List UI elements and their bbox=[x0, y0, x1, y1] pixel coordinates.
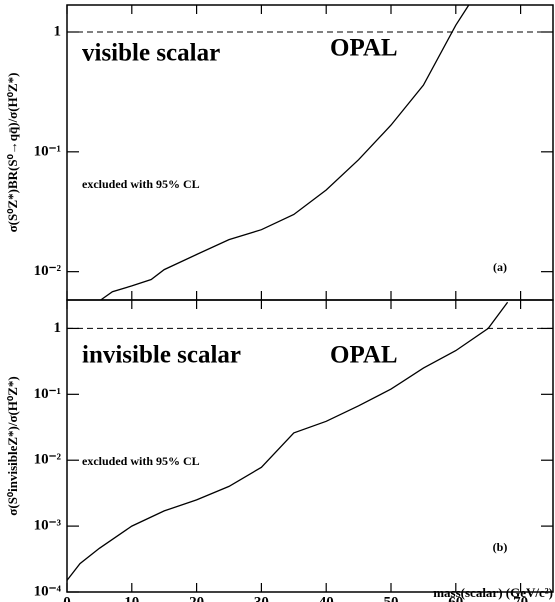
y-axis-label: σ(S⁰Z*)BR(S⁰→qq̄)/σ(H⁰Z*) bbox=[5, 73, 20, 233]
x-tick-label: 0 bbox=[63, 594, 71, 602]
annotation: excluded with 95% CL bbox=[82, 177, 200, 191]
curve bbox=[100, 4, 470, 301]
annotation: (a) bbox=[493, 260, 507, 274]
y-axis-label: σ(S⁰invisibleZ*)/σ(H⁰Z*) bbox=[5, 376, 20, 515]
x-tick-label: 10 bbox=[124, 594, 139, 602]
x-tick-label: 70 bbox=[513, 594, 528, 602]
annotation: (b) bbox=[493, 540, 508, 554]
y-tick-label: 10⁻³ bbox=[34, 518, 62, 534]
annotation: OPAL bbox=[330, 342, 398, 369]
y-tick-label: 1 bbox=[54, 320, 62, 336]
plot-frame bbox=[66, 299, 554, 593]
y-tick-label: 10⁻¹ bbox=[34, 143, 61, 159]
x-tick-label: 50 bbox=[384, 594, 399, 602]
x-tick-label: 60 bbox=[448, 594, 463, 602]
curve bbox=[66, 301, 509, 581]
x-tick-label: 20 bbox=[189, 594, 204, 602]
x-tick-label: 40 bbox=[319, 594, 334, 602]
annotation: visible scalar bbox=[82, 40, 220, 67]
annotation: excluded with 95% CL bbox=[82, 454, 200, 468]
x-tick-label: 30 bbox=[254, 594, 269, 602]
annotation: OPAL bbox=[330, 35, 398, 62]
y-tick-label: 10⁻⁴ bbox=[34, 583, 62, 599]
y-tick-label: 10⁻² bbox=[34, 263, 62, 279]
y-tick-label: 1 bbox=[54, 23, 62, 39]
y-tick-label: 10⁻¹ bbox=[34, 386, 61, 402]
x-axis-label: mass(scalar) (GeV/c²) bbox=[433, 585, 553, 600]
y-tick-label: 10⁻² bbox=[34, 452, 62, 468]
annotation: invisible scalar bbox=[82, 342, 241, 369]
